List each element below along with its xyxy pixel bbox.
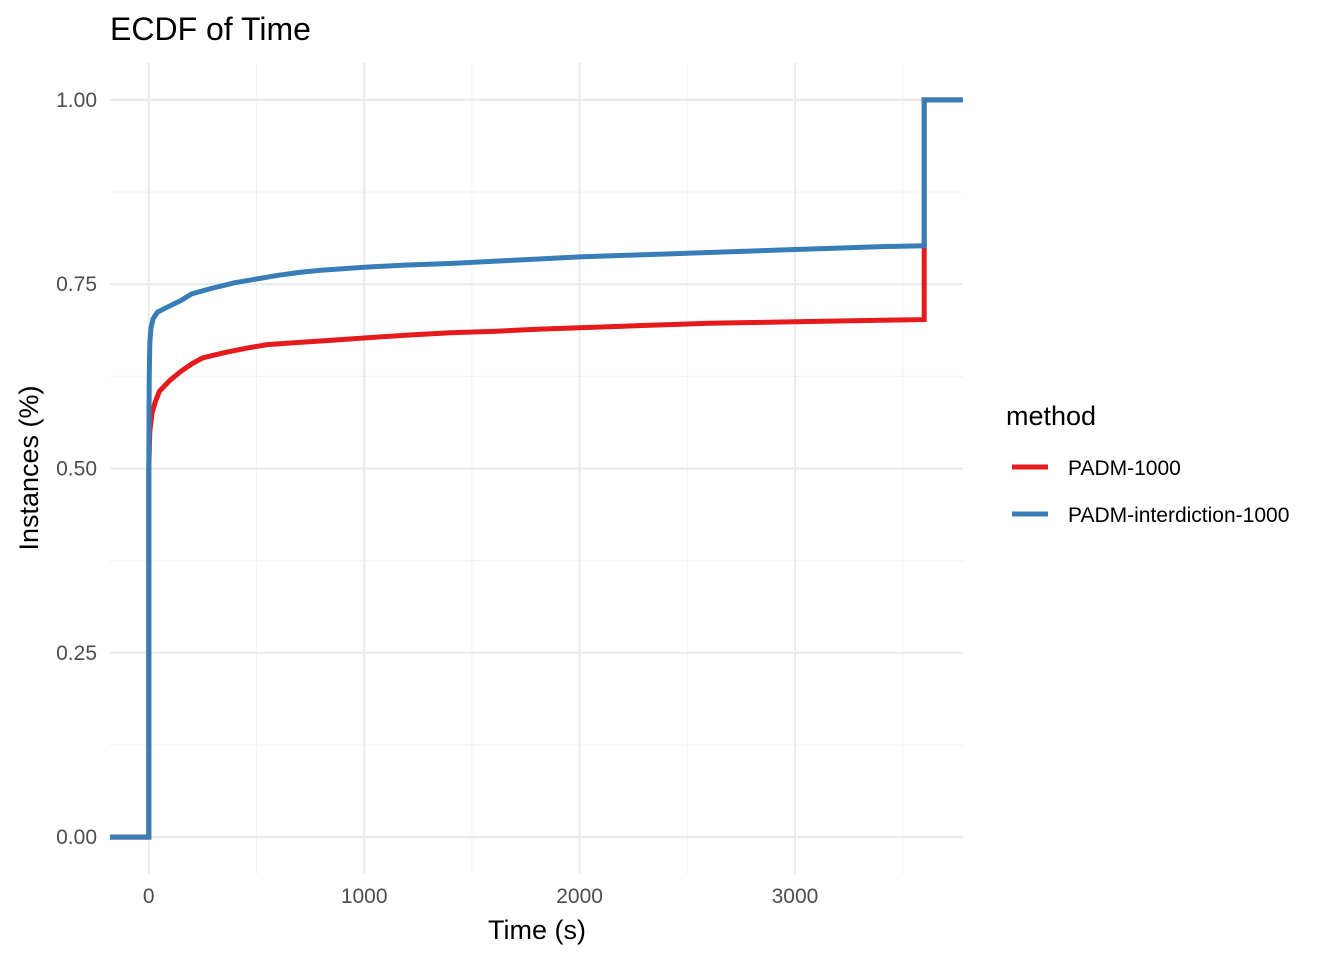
x-tick-label: 1000 bbox=[341, 885, 388, 908]
series-line-1 bbox=[110, 97, 963, 840]
y-tick-label: 1.00 bbox=[56, 89, 97, 112]
y-tick-label: 0.75 bbox=[56, 273, 97, 296]
x-tick-label: 3000 bbox=[772, 885, 819, 908]
y-tick-label: 0.25 bbox=[56, 642, 97, 665]
y-axis-title: Instances (%) bbox=[14, 385, 44, 550]
legend: method PADM-1000 PADM-interdiction-1000 bbox=[1006, 401, 1289, 527]
grid bbox=[110, 63, 963, 874]
legend-title: method bbox=[1006, 401, 1096, 431]
series-lines bbox=[110, 97, 963, 840]
legend-items: PADM-1000 PADM-interdiction-1000 bbox=[1012, 457, 1289, 527]
chart-title: ECDF of Time bbox=[110, 11, 311, 47]
legend-label-2: PADM-interdiction-1000 bbox=[1068, 504, 1289, 527]
tick-labels: 0 1000 2000 3000 0.00 0.25 0.50 0.75 1.00 bbox=[56, 89, 818, 908]
x-tick-label: 0 bbox=[143, 885, 155, 908]
x-axis-title: Time (s) bbox=[488, 915, 586, 945]
legend-label-1: PADM-1000 bbox=[1068, 457, 1181, 480]
series-line-2 bbox=[110, 97, 963, 840]
y-tick-label: 0.00 bbox=[56, 826, 97, 849]
x-tick-label: 2000 bbox=[556, 885, 603, 908]
y-tick-label: 0.50 bbox=[56, 458, 97, 481]
